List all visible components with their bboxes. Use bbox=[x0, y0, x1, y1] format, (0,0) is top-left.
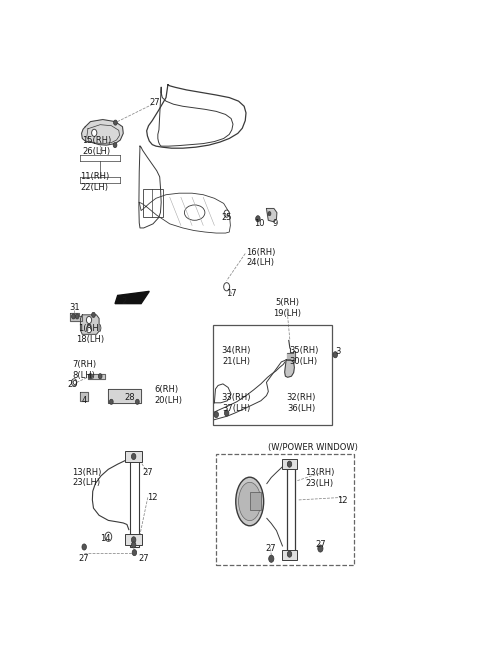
Circle shape bbox=[318, 545, 323, 552]
Circle shape bbox=[132, 454, 136, 459]
Circle shape bbox=[256, 216, 260, 222]
Text: 7(RH)
8(LH): 7(RH) 8(LH) bbox=[72, 360, 96, 380]
Polygon shape bbox=[266, 208, 277, 222]
Circle shape bbox=[132, 550, 137, 556]
Circle shape bbox=[105, 532, 112, 541]
Text: 27: 27 bbox=[79, 554, 89, 563]
Circle shape bbox=[269, 555, 274, 562]
Text: 2: 2 bbox=[122, 297, 127, 305]
Text: 9: 9 bbox=[272, 219, 277, 228]
Text: 13(RH)
23(LH): 13(RH) 23(LH) bbox=[72, 467, 101, 487]
Bar bbox=[213, 325, 332, 425]
Bar bbox=[143, 189, 163, 216]
Bar bbox=[216, 454, 354, 566]
Polygon shape bbox=[287, 351, 295, 360]
Text: 27: 27 bbox=[265, 544, 276, 553]
Polygon shape bbox=[115, 291, 149, 303]
Circle shape bbox=[86, 325, 92, 333]
Bar bbox=[282, 459, 297, 469]
Ellipse shape bbox=[236, 477, 264, 526]
Text: 31: 31 bbox=[69, 303, 80, 312]
Circle shape bbox=[132, 542, 136, 548]
Text: 29: 29 bbox=[68, 380, 78, 389]
Polygon shape bbox=[81, 392, 88, 401]
Polygon shape bbox=[285, 360, 294, 377]
Polygon shape bbox=[88, 374, 105, 378]
Text: 16(RH)
24(LH): 16(RH) 24(LH) bbox=[246, 248, 276, 268]
Circle shape bbox=[86, 317, 92, 323]
Polygon shape bbox=[108, 389, 141, 403]
Text: 27: 27 bbox=[150, 98, 160, 107]
Text: 6(RH)
20(LH): 6(RH) 20(LH) bbox=[155, 385, 183, 405]
Text: 12: 12 bbox=[147, 493, 157, 502]
Text: 35(RH)
30(LH): 35(RH) 30(LH) bbox=[289, 346, 318, 366]
Text: 14: 14 bbox=[100, 534, 111, 542]
Text: 17: 17 bbox=[227, 290, 237, 298]
Text: 3: 3 bbox=[336, 347, 341, 356]
Circle shape bbox=[288, 551, 292, 557]
Text: (W/POWER WINDOW): (W/POWER WINDOW) bbox=[267, 444, 358, 452]
Circle shape bbox=[132, 537, 136, 543]
Circle shape bbox=[214, 412, 218, 418]
Circle shape bbox=[225, 410, 229, 416]
Circle shape bbox=[224, 283, 229, 291]
Text: 5(RH)
19(LH): 5(RH) 19(LH) bbox=[273, 298, 301, 318]
Circle shape bbox=[75, 314, 79, 319]
Bar bbox=[282, 550, 297, 560]
Bar bbox=[250, 492, 261, 510]
Text: 4: 4 bbox=[81, 396, 86, 405]
Bar bbox=[130, 453, 139, 547]
Circle shape bbox=[89, 374, 92, 378]
Circle shape bbox=[109, 399, 113, 404]
Polygon shape bbox=[82, 120, 123, 145]
Circle shape bbox=[72, 314, 75, 319]
Text: 27: 27 bbox=[315, 540, 326, 549]
Ellipse shape bbox=[239, 482, 261, 521]
Text: 33(RH)
37(LH): 33(RH) 37(LH) bbox=[221, 393, 251, 413]
Bar bbox=[125, 451, 142, 462]
Text: 11(RH)
22(LH): 11(RH) 22(LH) bbox=[80, 172, 109, 192]
Polygon shape bbox=[81, 315, 99, 334]
Circle shape bbox=[268, 212, 271, 216]
Circle shape bbox=[333, 352, 337, 358]
Circle shape bbox=[92, 129, 97, 136]
Circle shape bbox=[224, 210, 229, 217]
Text: 27: 27 bbox=[143, 468, 154, 477]
Circle shape bbox=[82, 544, 86, 550]
Text: 27: 27 bbox=[139, 554, 149, 563]
Text: 12: 12 bbox=[337, 496, 347, 505]
Polygon shape bbox=[71, 313, 83, 321]
Text: 34(RH)
21(LH): 34(RH) 21(LH) bbox=[221, 346, 251, 366]
Text: 1(RH)
18(LH): 1(RH) 18(LH) bbox=[76, 324, 104, 344]
Circle shape bbox=[72, 378, 77, 386]
Text: 28: 28 bbox=[125, 393, 135, 402]
Text: 15(RH)
26(LH): 15(RH) 26(LH) bbox=[82, 136, 111, 156]
Text: 10: 10 bbox=[254, 219, 264, 228]
Circle shape bbox=[98, 374, 102, 378]
Circle shape bbox=[135, 399, 139, 404]
Circle shape bbox=[92, 312, 96, 317]
Circle shape bbox=[113, 143, 117, 147]
Text: 32(RH)
36(LH): 32(RH) 36(LH) bbox=[287, 393, 316, 413]
Bar bbox=[125, 534, 142, 545]
Text: 25: 25 bbox=[221, 213, 231, 222]
Circle shape bbox=[114, 120, 117, 125]
Circle shape bbox=[288, 461, 292, 467]
Text: 13(RH)
23(LH): 13(RH) 23(LH) bbox=[305, 468, 334, 488]
Bar bbox=[287, 461, 295, 556]
